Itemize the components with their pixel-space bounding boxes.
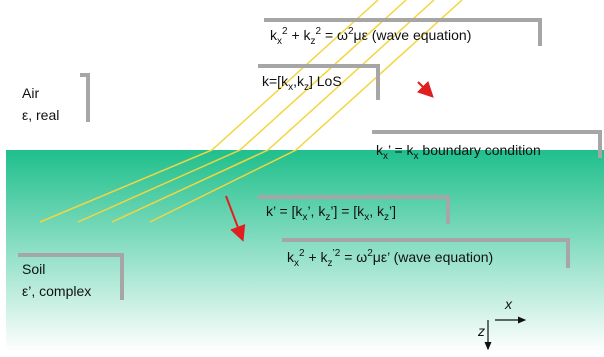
wave-equation-soil: kx2 + kz’2 = ω2με’ (wave equation): [287, 248, 493, 269]
text-part: 2: [367, 248, 373, 259]
text-part: με’ (wave equation): [373, 249, 493, 265]
text-part: z: [304, 82, 309, 93]
x-axis-label: x: [504, 296, 513, 312]
text-part: k=[k: [262, 73, 289, 89]
text-part: x: [414, 151, 419, 162]
text-part: k: [287, 249, 295, 265]
los-label: k=[kx,kz] LoS: [262, 73, 342, 93]
text-part: 2: [348, 26, 354, 37]
label-boxes: [18, 18, 602, 300]
text-part: k’ = [k: [266, 203, 303, 219]
text-part: ε’, complex: [22, 283, 91, 299]
text-part: x: [504, 296, 513, 312]
soil-region: [6, 150, 604, 352]
text-part: ’]: [389, 203, 396, 219]
text-part: ’2: [333, 248, 341, 259]
text-part: z: [384, 212, 389, 223]
soil-permittivity: ε’, complex: [22, 283, 91, 299]
text-part: k: [376, 142, 384, 158]
text-part: x: [277, 36, 282, 47]
text-part: 2: [282, 26, 288, 37]
text-part: x: [294, 258, 299, 269]
text-part: x: [383, 151, 388, 162]
incident-arrow: [416, 80, 434, 98]
boundary-condition: kx’ = kx boundary condition: [376, 142, 541, 162]
text-part: x: [288, 82, 293, 93]
text-part: = ω: [340, 249, 367, 265]
text-part: ’ = k: [388, 142, 415, 158]
text-part: x: [364, 212, 369, 223]
text-part: ,k: [293, 73, 305, 89]
text-part: ’, k: [307, 203, 326, 219]
rays: [39, 0, 463, 223]
text-part: 2: [299, 248, 305, 259]
text-part: ε, real: [22, 107, 59, 123]
text-part: , k: [369, 203, 385, 219]
air-permittivity: ε, real: [22, 107, 59, 123]
text-part: z: [328, 258, 333, 269]
soil-label: Soil: [22, 261, 45, 277]
text-part: boundary condition: [419, 142, 541, 158]
text-part: ] LoS: [309, 73, 342, 89]
text-part: Air: [22, 85, 39, 101]
text-part: z: [477, 323, 485, 339]
refracted-k: k’ = [kx’, kz’] = [kx, kz’]: [266, 203, 396, 223]
text-part: z: [311, 36, 316, 47]
text-part: + k: [305, 249, 329, 265]
wave-equation-air: kx2 + kz2 = ω2με (wave equation): [270, 26, 471, 47]
text-part: = ω: [321, 27, 348, 43]
text-part: k: [270, 27, 278, 43]
text-part: ’] = [k: [330, 203, 365, 219]
text-part: με (wave equation): [354, 27, 472, 43]
air-label: Air: [22, 85, 39, 101]
text-part: + k: [288, 27, 312, 43]
text-part: Soil: [22, 261, 45, 277]
z-axis-label: z: [477, 323, 485, 339]
refracted-arrow: [225, 195, 246, 242]
text-part: 2: [316, 26, 322, 37]
text-part: x: [302, 212, 307, 223]
text-part: z: [325, 212, 330, 223]
